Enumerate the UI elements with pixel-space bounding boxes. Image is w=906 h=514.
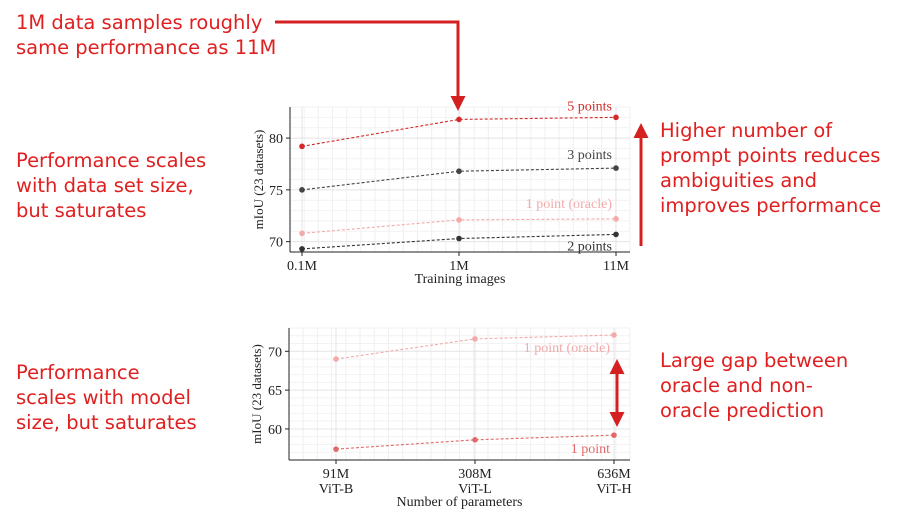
series-label: 1 point (oracle) <box>526 197 613 212</box>
annotation-model-scaling: Performance scales with model size, but … <box>16 360 197 435</box>
annotation-line: oracle and non- <box>660 374 813 397</box>
y-tick-label: 70 <box>269 236 283 251</box>
annotation-line: with data set size, <box>16 174 194 197</box>
x-axis-label: Training images <box>415 272 506 287</box>
annotation-line: Large gap between <box>660 349 849 372</box>
annotation-line: prompt points reduces <box>660 144 881 167</box>
annotation-line: improves performance <box>660 194 882 217</box>
data-point <box>456 116 462 123</box>
data-point <box>611 432 617 438</box>
annotation-line: Performance scales <box>16 149 207 172</box>
data-point <box>472 336 478 342</box>
data-point <box>333 446 339 452</box>
data-point <box>299 143 305 150</box>
data-point <box>456 217 462 223</box>
data-point <box>456 235 462 242</box>
annotation-line: Performance <box>16 361 140 384</box>
annotation-line: ambiguities and <box>660 169 817 192</box>
annotation-line: size, but saturates <box>16 411 197 434</box>
x-tick-label: 636M <box>597 467 631 482</box>
annotation-line: scales with model <box>16 386 191 409</box>
data-point <box>333 356 339 362</box>
x-tick-label: 0.1M <box>287 259 318 274</box>
series-line <box>301 167 617 191</box>
annotation-prompt-points: Higher number of prompt points reduces a… <box>660 118 881 218</box>
x-tick-sublabel: ViT-B <box>319 482 353 497</box>
data-point <box>299 230 305 237</box>
annotation-line: same performance as 11M <box>16 36 277 59</box>
annotation-line: Higher number of <box>660 119 833 142</box>
series-line <box>335 434 615 450</box>
data-point <box>472 437 478 443</box>
arrow-to-1m-point <box>275 20 466 111</box>
y-tick-label: 65 <box>268 384 282 399</box>
x-tick-label: 308M <box>458 467 492 482</box>
x-tick-label: 91M <box>323 467 350 482</box>
series-label: 1 point <box>571 442 610 457</box>
data-point <box>611 332 617 338</box>
y-tick-label: 75 <box>269 184 283 199</box>
series-label: 3 points <box>567 148 612 163</box>
data-point <box>613 114 619 121</box>
data-point <box>299 187 305 193</box>
annotation-oracle-gap: Large gap between oracle and non- oracle… <box>660 348 848 423</box>
data-point <box>456 168 462 175</box>
annotation-line: 1M data samples roughly <box>16 11 263 34</box>
annotation-data-samples: 1M data samples roughly same performance… <box>16 10 276 60</box>
annotation-line: oracle prediction <box>660 399 825 422</box>
y-tick-label: 80 <box>269 132 283 147</box>
annotation-line: but saturates <box>16 199 147 222</box>
data-point <box>299 246 305 252</box>
x-tick-label: 11M <box>603 259 629 274</box>
x-axis-label: Number of parameters <box>397 495 523 510</box>
x-tick-label: 1M <box>449 259 469 274</box>
chart-training-images: 70 75 80 0.1M 1M 11M Training images mIoU (23 d… <box>251 99 631 287</box>
data-point <box>613 231 619 238</box>
series-label: 5 points <box>567 99 612 114</box>
y-axis-label: mIoU (23 datasets) <box>251 130 266 230</box>
y-tick-label: 60 <box>268 423 282 438</box>
x-tick-sublabel: ViT-H <box>596 482 631 497</box>
series-label: 1 point (oracle) <box>524 341 611 356</box>
annotation-data-scaling: Performance scales with data set size, b… <box>16 148 206 223</box>
data-point <box>613 216 619 222</box>
series-label: 2 points <box>567 239 612 254</box>
y-tick-label: 70 <box>268 345 282 360</box>
y-axis-label: mIoU (23 datasets) <box>249 344 264 444</box>
x-tick-sublabel: ViT-L <box>458 482 492 497</box>
data-point <box>613 165 619 171</box>
